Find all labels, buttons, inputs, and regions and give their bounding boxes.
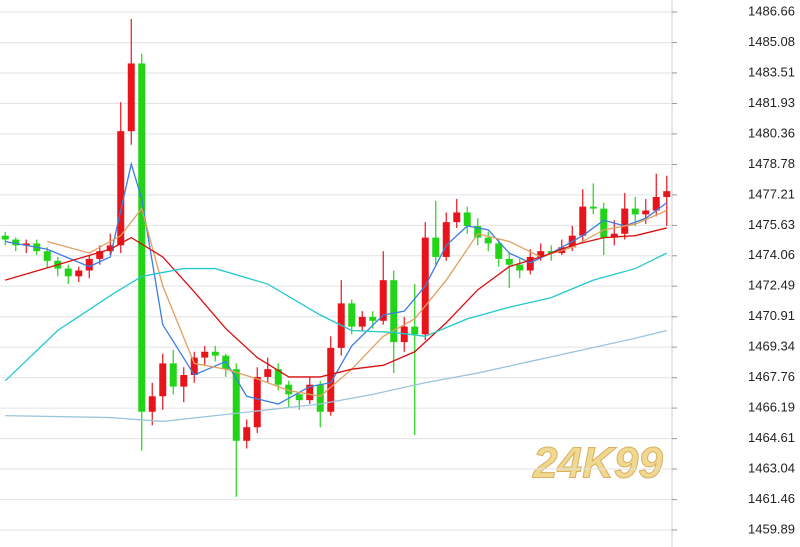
candle-body <box>484 237 492 244</box>
candle-body <box>243 427 251 441</box>
candle-body <box>390 280 398 343</box>
y-tick-label: 1478.78 <box>748 156 795 171</box>
y-tick-label: 1463.04 <box>748 460 795 475</box>
y-tick-label: 1459.89 <box>748 521 795 536</box>
candle-body <box>379 280 387 321</box>
candle-body <box>516 264 524 271</box>
candle-body <box>117 131 125 246</box>
y-tick-label: 1475.63 <box>748 217 795 232</box>
candle-body <box>64 268 72 277</box>
candle-body <box>579 206 587 236</box>
candle-body <box>589 206 597 209</box>
y-tick-label: 1470.91 <box>748 308 795 323</box>
candle-body <box>12 239 20 246</box>
candle-body <box>474 225 482 238</box>
candle-body <box>663 191 671 197</box>
candle-body <box>253 376 261 428</box>
candle-body <box>621 208 629 234</box>
candle-body <box>22 243 30 246</box>
y-tick-label: 1480.36 <box>748 125 795 140</box>
candle-body <box>463 212 471 226</box>
candle-body <box>211 351 219 356</box>
y-tick-label: 1464.61 <box>748 430 795 445</box>
candle-body <box>411 326 419 335</box>
candle-body <box>642 210 650 215</box>
y-tick-label: 1469.34 <box>748 339 795 354</box>
candle-body <box>453 212 461 223</box>
y-tick-label: 1472.49 <box>748 278 795 293</box>
candle-body <box>610 233 618 238</box>
candle-body <box>43 251 51 261</box>
candle-body <box>138 63 146 412</box>
y-tick-label: 1481.93 <box>748 95 795 110</box>
candle-body <box>75 270 83 277</box>
candle-body <box>316 384 324 412</box>
candle-body <box>348 303 356 327</box>
candle-body <box>106 245 114 252</box>
candle-body <box>159 363 167 397</box>
candle-body <box>85 258 93 271</box>
y-tick-label: 1466.19 <box>748 400 795 415</box>
candle-body <box>274 369 282 385</box>
candle-body <box>232 369 240 441</box>
watermark: 24K99 <box>532 439 663 488</box>
y-tick-label: 1486.66 <box>748 3 795 18</box>
candle-body <box>169 363 177 387</box>
candle-body <box>547 251 555 254</box>
candle-body <box>1 235 9 240</box>
candle-body <box>369 316 377 321</box>
candle-body <box>148 396 156 412</box>
candle-body <box>190 357 198 375</box>
candle-body <box>127 63 135 132</box>
y-tick-label: 1467.76 <box>748 369 795 384</box>
y-tick-label: 1483.51 <box>748 64 795 79</box>
candle-body <box>442 222 450 257</box>
candle-body <box>526 256 534 271</box>
candle-body <box>285 384 293 395</box>
candle-body <box>327 347 335 412</box>
candle-body <box>264 369 272 377</box>
candle-body <box>201 351 209 358</box>
y-tick-label: 1461.46 <box>748 491 795 506</box>
candle-body <box>495 243 503 259</box>
moving-average-line <box>5 227 667 378</box>
candle-body <box>631 208 639 215</box>
candle-body <box>180 374 188 387</box>
candle-body <box>505 258 513 265</box>
candle-body <box>652 196 660 211</box>
y-tick-label: 1485.08 <box>748 34 795 49</box>
moving-average-line <box>4 252 668 382</box>
moving-average-line <box>5 329 667 423</box>
candle-body <box>600 208 608 238</box>
candle-body <box>96 251 104 259</box>
candle-body <box>358 316 366 327</box>
candle-body <box>432 237 440 257</box>
candle-body <box>295 394 303 401</box>
candle-body <box>306 384 314 401</box>
y-tick-label: 1477.21 <box>748 186 795 201</box>
moving-average-line <box>5 161 668 405</box>
y-tick-label: 1474.06 <box>748 247 795 262</box>
candle-body <box>537 251 545 257</box>
